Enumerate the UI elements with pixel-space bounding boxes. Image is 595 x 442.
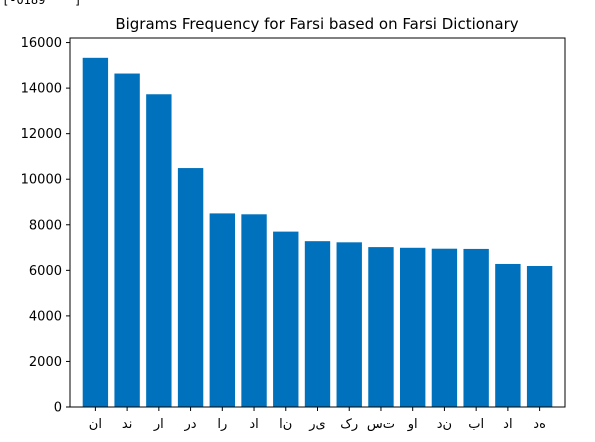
x-tick-label: ار bbox=[153, 417, 164, 432]
y-tick-label: 16000 bbox=[21, 36, 62, 51]
y-tick-label: 10000 bbox=[21, 173, 62, 188]
x-tick-label: رک bbox=[340, 417, 358, 432]
x-tick-label: در bbox=[184, 417, 197, 432]
bar-5 bbox=[209, 213, 235, 407]
bar-8 bbox=[304, 241, 331, 407]
bar-14 bbox=[495, 263, 521, 407]
x-tick-label: ی‌ر bbox=[308, 417, 325, 432]
chart-title: Bigrams Frequency for Farsi based on Far… bbox=[115, 15, 518, 33]
bar-15 bbox=[526, 266, 553, 407]
y-tick-label: 14000 bbox=[21, 82, 62, 97]
x-tick-label: ت‌س bbox=[367, 417, 395, 432]
bar-13 bbox=[463, 248, 489, 407]
y-tick-label: 6000 bbox=[29, 264, 62, 279]
y-axis: 0 2000 4000 6000 8000 10000 12000 14000 16000 bbox=[21, 36, 70, 416]
y-tick-label: 4000 bbox=[29, 309, 62, 324]
y-tick-label: 12000 bbox=[21, 127, 62, 142]
plot-frame bbox=[69, 37, 566, 408]
x-tick-label: ن‌د bbox=[437, 417, 452, 432]
bar-6 bbox=[241, 214, 267, 407]
x-tick-label: ند bbox=[122, 417, 132, 432]
cropped-header-text: [-0189 ' '] bbox=[2, 0, 81, 7]
x-tick-label: ن‌ا bbox=[279, 417, 292, 432]
x-tick-label: اد bbox=[503, 417, 512, 432]
bar-11 bbox=[400, 247, 426, 407]
x-tick-label: اب bbox=[468, 417, 484, 432]
bar-2 bbox=[114, 73, 140, 408]
x-tick-label: ان bbox=[89, 417, 102, 432]
bar-3 bbox=[146, 94, 172, 407]
x-tick-label: ه‌د bbox=[533, 417, 546, 432]
bars-group bbox=[82, 57, 553, 408]
y-tick-label: 0 bbox=[54, 401, 62, 416]
bar-1 bbox=[82, 57, 109, 408]
bar-7 bbox=[273, 231, 299, 407]
y-tick-label: 2000 bbox=[29, 355, 62, 370]
x-tick-label: او bbox=[407, 417, 418, 432]
y-tick-label: 8000 bbox=[29, 218, 62, 233]
bar-10 bbox=[368, 247, 394, 407]
bar-12 bbox=[431, 248, 458, 407]
x-axis: ان ند ار در را اد ن‌ا ی‌ر رک ت‌س او ن‌د اب اد ه‌د bbox=[89, 407, 546, 432]
bar-4 bbox=[177, 168, 204, 407]
x-tick-label: را bbox=[217, 417, 227, 432]
bar-9 bbox=[336, 242, 362, 407]
x-tick-label: اد bbox=[249, 417, 258, 432]
